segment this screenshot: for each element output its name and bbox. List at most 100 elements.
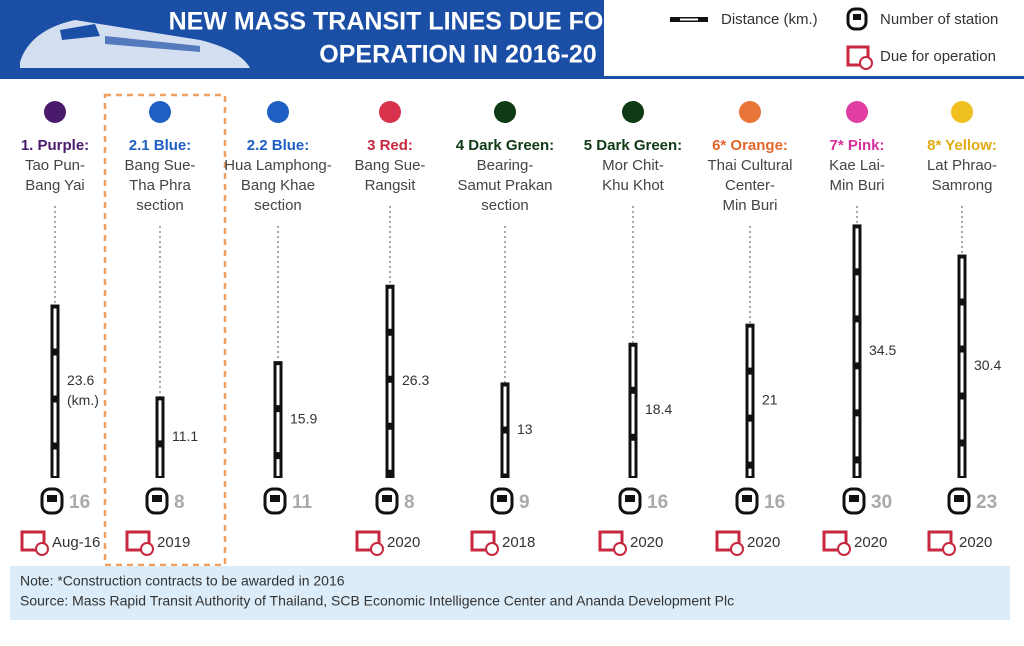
note: Note: *Construction contracts to be awar… <box>20 573 345 589</box>
icon-part <box>730 542 744 556</box>
line-dot <box>494 101 516 123</box>
line-route: Lat Phrao- <box>927 157 997 174</box>
due-date: 2020 <box>630 534 663 551</box>
line-dot <box>267 101 289 123</box>
calendar-icon <box>822 530 851 556</box>
line-route: section <box>254 197 302 214</box>
line-name: 1. Purple: <box>21 137 89 154</box>
icon-part <box>470 530 496 552</box>
line-route: Tao Pun- <box>25 157 85 174</box>
station-count: 16 <box>69 492 90 513</box>
icon-part <box>927 530 953 552</box>
due-date: 2018 <box>502 534 535 551</box>
value-label: 23.6 <box>67 372 94 388</box>
station-count: 11 <box>292 492 313 513</box>
station-count: 8 <box>174 492 185 513</box>
due-date: 2020 <box>959 534 992 551</box>
line-name: 3 Red: <box>367 137 413 154</box>
calendar-icon <box>927 530 956 556</box>
line-name: 2.2 Blue: <box>247 137 310 154</box>
bar <box>500 382 510 478</box>
icon-part <box>837 542 851 556</box>
icon-part <box>954 495 964 502</box>
station-icon <box>145 487 169 515</box>
station-icon <box>842 487 866 515</box>
note-box <box>10 566 1010 620</box>
icon-part <box>35 542 49 556</box>
line-route: Center- <box>725 177 775 194</box>
icon-part <box>822 530 848 552</box>
icon-part <box>490 487 514 515</box>
icon-part <box>375 487 399 515</box>
line-name: 6* Orange: <box>712 137 788 154</box>
station-icon <box>618 487 642 515</box>
line-name: 8* Yellow: <box>927 137 997 154</box>
value-label: (km.) <box>67 392 99 408</box>
due-date: 2019 <box>157 534 190 551</box>
line-dot <box>379 101 401 123</box>
station-count: 23 <box>976 492 997 513</box>
due-date: 2020 <box>387 534 420 551</box>
legend-label: Due for operation <box>880 48 996 65</box>
icon-part <box>152 495 162 502</box>
train-graphic <box>20 20 250 68</box>
line-route: Bang Yai <box>25 177 85 194</box>
line-dot <box>149 101 171 123</box>
icon-part <box>625 495 635 502</box>
icon-part <box>40 487 64 515</box>
calendar-icon <box>125 530 154 556</box>
station-icon <box>490 487 514 515</box>
icon-part <box>145 487 169 515</box>
legend-label: Distance (km.) <box>721 11 818 28</box>
icon-part <box>497 495 507 502</box>
line-route: Bang Sue- <box>355 157 426 174</box>
calendar-icon <box>715 530 744 556</box>
title-line: OPERATION IN 2016-20 <box>319 41 596 69</box>
legend-label: Number of station <box>880 11 998 28</box>
calendar-icon <box>20 530 49 556</box>
line-route: Rangsit <box>365 177 417 194</box>
due-date: Aug-16 <box>52 534 100 551</box>
station-icon <box>947 487 971 515</box>
value-label: 18.4 <box>645 401 672 417</box>
line-name: 4 Dark Green: <box>456 137 554 154</box>
title-line: NEW MASS TRANSIT LINES DUE FOR <box>169 8 622 36</box>
bar <box>385 284 395 478</box>
calendar-icon <box>470 530 499 556</box>
icon-part <box>735 487 759 515</box>
icon-part <box>370 542 384 556</box>
calendar-icon <box>598 530 627 556</box>
line-route: Bearing- <box>477 157 534 174</box>
icon-part <box>125 530 151 552</box>
line-name: 7* Pink: <box>829 137 884 154</box>
value-label: 26.3 <box>402 372 429 388</box>
station-icon <box>735 487 759 515</box>
line-route: Min Buri <box>722 197 777 214</box>
legend: Distance (km.) Number of station Due for… <box>670 7 998 70</box>
line-dot <box>846 101 868 123</box>
icon-part <box>485 542 499 556</box>
icon-part <box>20 530 46 552</box>
icon-part <box>842 487 866 515</box>
icon-part <box>849 495 859 502</box>
station-icon <box>375 487 399 515</box>
station-count: 9 <box>519 492 530 513</box>
value-label: 21 <box>762 392 778 408</box>
icon-part <box>270 495 280 502</box>
line-route: Hua Lamphong- <box>224 157 332 174</box>
line-route: Kae Lai- <box>829 157 885 174</box>
station-icon <box>40 487 64 515</box>
value-label: 30.4 <box>974 357 1001 373</box>
line-route: Thai Cultural <box>707 157 792 174</box>
icon-part <box>715 530 741 552</box>
line-dot <box>951 101 973 123</box>
line-route: Samrong <box>932 177 993 194</box>
value-label: 11.1 <box>172 428 198 444</box>
due-date: 2020 <box>854 534 887 551</box>
line-route: section <box>481 197 529 214</box>
line-route: Samut Prakan <box>457 177 552 194</box>
line-route: Mor Chit- <box>602 157 664 174</box>
line-dot <box>44 101 66 123</box>
icon-part <box>47 495 57 502</box>
